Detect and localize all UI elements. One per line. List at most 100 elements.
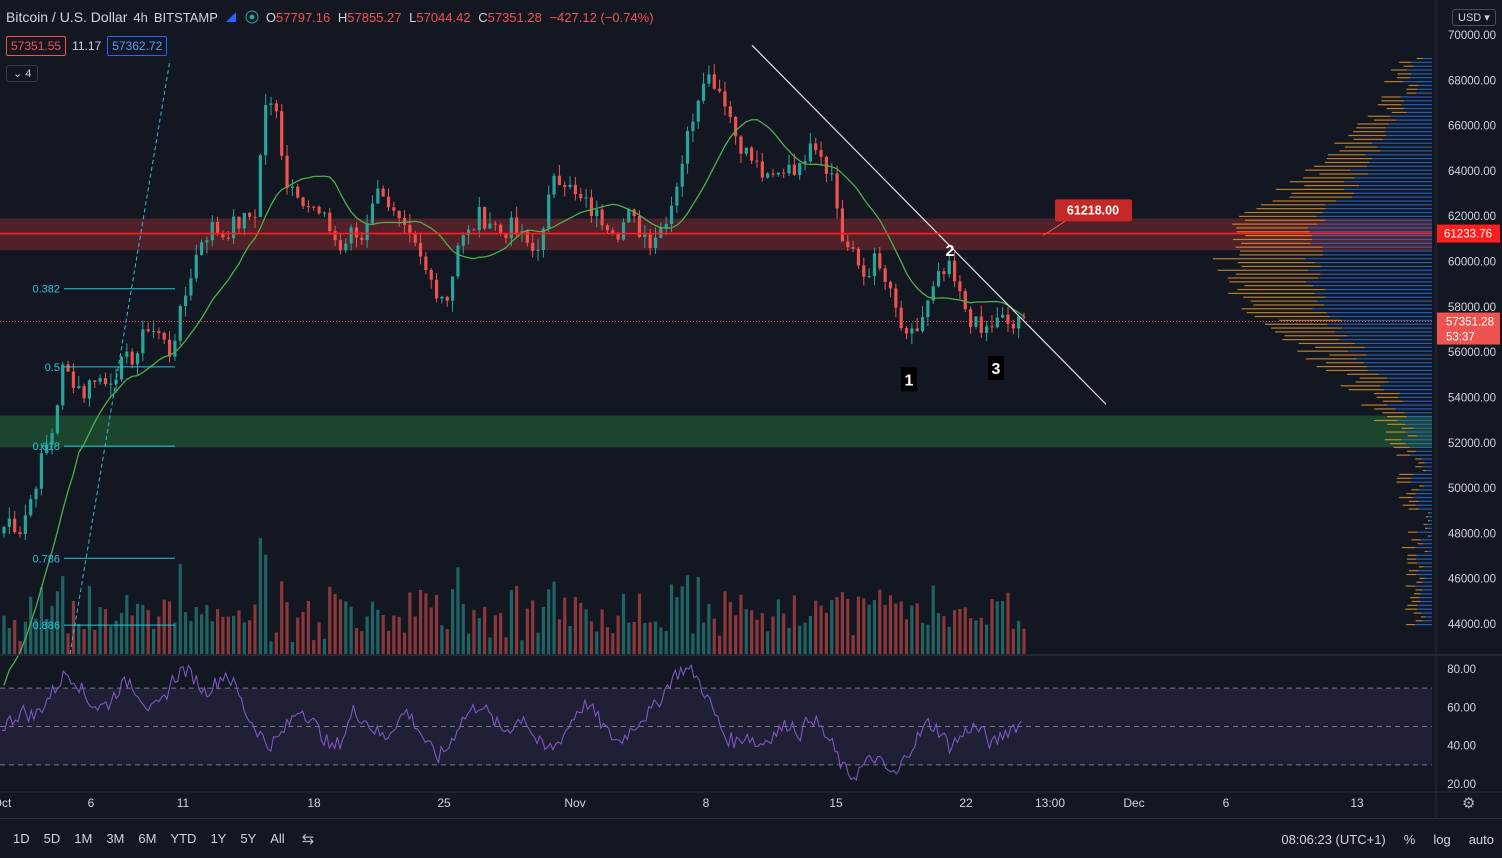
- timeframe-all[interactable]: All: [270, 831, 285, 846]
- candle-body: [947, 260, 951, 275]
- profile-bar-buy: [1418, 489, 1432, 491]
- rsi-tick-label: 80.00: [1447, 664, 1476, 676]
- profile-bar-sell: [1237, 261, 1315, 264]
- profile-bar-sell: [1406, 493, 1416, 495]
- close-value: 57351.28: [487, 9, 542, 25]
- timeframe-5d[interactable]: 5D: [43, 831, 61, 846]
- profile-bar-buy: [1425, 616, 1432, 618]
- profile-bar-sell: [1315, 346, 1365, 348]
- timeframe-1d[interactable]: 1D: [13, 831, 30, 846]
- volume-bar: [418, 589, 423, 654]
- volume-bar: [563, 597, 567, 654]
- profile-bar-sell: [1413, 612, 1422, 614]
- profile-bar-buy: [1377, 146, 1432, 148]
- flag-icon[interactable]: [224, 10, 238, 24]
- candle-body: [1011, 323, 1015, 329]
- candle-body: [579, 194, 583, 199]
- candle-body: [787, 164, 791, 174]
- profile-bar-sell: [1244, 211, 1323, 214]
- clock-label[interactable]: 08:06:23 (UTC+1): [1281, 831, 1386, 847]
- candle-body: [301, 197, 305, 207]
- volume-bar: [82, 629, 86, 654]
- candle-body: [659, 227, 663, 238]
- profile-bar-sell: [1418, 462, 1425, 464]
- open-value: 57797.16: [276, 9, 331, 25]
- profile-bar-sell: [1212, 258, 1306, 260]
- volume-bar: [248, 620, 252, 654]
- volume-bar: [509, 590, 513, 654]
- candle-body: [488, 223, 492, 229]
- profile-bar-buy: [1419, 508, 1432, 510]
- profile-bar-buy: [1308, 269, 1432, 271]
- profile-bar-buy: [1402, 400, 1432, 402]
- percent-toggle[interactable]: %: [1403, 831, 1416, 847]
- candle-body: [296, 186, 300, 198]
- indicator-count: 4: [25, 68, 32, 80]
- profile-bar-buy: [1400, 96, 1432, 98]
- timeframe-6m[interactable]: 6M: [138, 831, 157, 846]
- candle-body: [1022, 316, 1026, 318]
- candle-body: [835, 173, 839, 209]
- profile-bar-sell: [1419, 577, 1425, 579]
- volume-bar: [290, 642, 294, 654]
- candle-body: [258, 155, 262, 218]
- timeframe-3m[interactable]: 3M: [106, 831, 125, 846]
- profile-bar-sell: [1411, 489, 1419, 491]
- volume-bar: [782, 613, 786, 654]
- candle-body: [461, 235, 465, 246]
- candle-body: [525, 231, 529, 243]
- auto-toggle[interactable]: auto: [1468, 831, 1494, 847]
- date-range-icon[interactable]: ⇆: [301, 830, 315, 848]
- volume-bar: [7, 627, 11, 654]
- profile-bar-buy: [1401, 104, 1432, 106]
- volume-bar: [162, 599, 166, 654]
- profile-bar-buy: [1317, 300, 1432, 302]
- profile-bar-sell: [1384, 80, 1403, 83]
- timeframe-5y[interactable]: 5Y: [240, 831, 257, 846]
- volume-bar: [819, 605, 823, 654]
- profile-bar-buy: [1421, 458, 1432, 460]
- profile-bar-buy: [1385, 134, 1432, 137]
- candle-body: [803, 161, 807, 164]
- profile-bar-sell: [1382, 400, 1403, 402]
- currency-select[interactable]: USD ▾: [1452, 9, 1496, 26]
- gear-icon[interactable]: ⚙: [1462, 795, 1476, 812]
- candle-body: [290, 186, 294, 188]
- candle-body: [264, 104, 268, 156]
- last-price-badge: [1437, 312, 1500, 345]
- profile-bar-buy: [1372, 142, 1432, 144]
- profile-bar-sell: [1227, 277, 1319, 279]
- profile-bar-buy: [1417, 608, 1432, 610]
- timeframe-1y[interactable]: 1Y: [210, 831, 227, 846]
- profile-bar-sell: [1327, 154, 1366, 156]
- candle-body: [536, 249, 540, 251]
- ask-button[interactable]: 57362.72: [107, 36, 168, 56]
- profile-bar-sell: [1250, 300, 1318, 302]
- volume-bar: [883, 604, 887, 654]
- indicators-toggle[interactable]: ⌄ 4: [6, 65, 39, 82]
- interval-label[interactable]: 4h: [133, 9, 148, 25]
- candle-body: [45, 444, 49, 454]
- profile-bar-buy: [1380, 385, 1432, 387]
- profile-bar-buy: [1322, 211, 1432, 214]
- profile-bar-sell: [1382, 412, 1405, 414]
- profile-bar-sell: [1393, 446, 1410, 449]
- exchange-label: BITSTAMP: [153, 9, 218, 25]
- profile-bar-buy: [1326, 312, 1432, 314]
- profile-bar-sell: [1240, 250, 1323, 252]
- volume-bar: [472, 609, 476, 654]
- timeframe-ytd[interactable]: YTD: [170, 831, 197, 846]
- visibility-icon[interactable]: [244, 10, 260, 24]
- profile-bar-buy: [1366, 354, 1432, 356]
- timeframe-1m[interactable]: 1M: [74, 831, 93, 846]
- candle-body: [872, 253, 877, 277]
- symbol-title[interactable]: Bitcoin / U.S. Dollar: [6, 9, 128, 25]
- resistance-price-badge: [1437, 224, 1500, 243]
- bid-button[interactable]: 57351.55: [6, 36, 67, 56]
- candle-body: [232, 216, 236, 239]
- log-toggle[interactable]: log: [1433, 831, 1451, 847]
- profile-bar-sell: [1397, 77, 1411, 79]
- profile-bar-sell: [1319, 173, 1369, 175]
- profile-bar-sell: [1391, 111, 1407, 113]
